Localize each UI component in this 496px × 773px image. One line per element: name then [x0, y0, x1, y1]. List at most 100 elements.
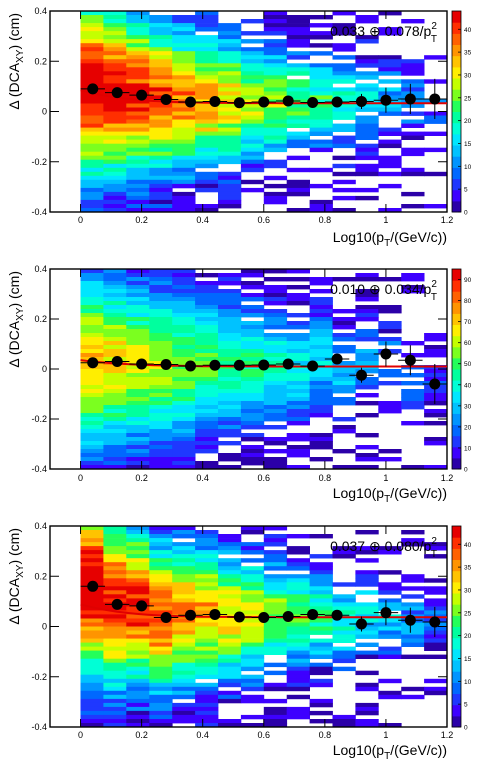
heatmap-cell — [126, 111, 150, 116]
heatmap-cell — [309, 413, 333, 418]
heatmap-cell — [103, 23, 127, 28]
heatmap-cell — [149, 377, 173, 382]
heatmap-cell — [80, 27, 104, 32]
heatmap-cell — [195, 429, 219, 434]
heatmap-cell — [195, 702, 219, 708]
heatmap-cell — [195, 606, 219, 611]
heatmap-cell — [218, 139, 242, 144]
heatmap-cell — [172, 405, 196, 410]
heatmap-cell — [332, 550, 356, 555]
data-point — [282, 358, 294, 370]
heatmap-cell — [149, 289, 173, 294]
heatmap-cell — [195, 445, 219, 450]
heatmap-cell — [309, 638, 333, 643]
y-tick-label: 0 — [42, 107, 47, 117]
heatmap-cell — [309, 373, 333, 378]
heatmap-cell — [286, 55, 310, 60]
heatmap-cell — [195, 534, 219, 539]
heatmap-cell — [240, 602, 265, 607]
heatmap-cell — [172, 183, 196, 189]
heatmap-cell — [195, 421, 219, 426]
heatmap-cell — [263, 269, 288, 274]
heatmap-cell — [286, 51, 310, 56]
heatmap-cell — [286, 99, 310, 104]
heatmap-cell — [309, 578, 333, 583]
heatmap-cell — [195, 582, 219, 587]
heatmap-cell — [355, 123, 379, 128]
heatmap-cell — [195, 345, 219, 350]
heatmap-cell — [309, 111, 333, 116]
heatmap-cell — [80, 626, 104, 631]
heatmap-cell — [355, 91, 379, 96]
heatmap-cell — [172, 87, 196, 92]
heatmap-cell — [172, 167, 196, 173]
heatmap-cell — [149, 598, 173, 603]
heatmap-cell — [286, 325, 310, 330]
heatmap-cell — [424, 393, 448, 398]
heatmap-cell — [378, 31, 402, 36]
heatmap-cell — [218, 381, 242, 386]
heatmap-cell — [103, 297, 127, 302]
heatmap-cell — [263, 389, 288, 394]
heatmap-cell — [149, 670, 173, 676]
heatmap-cell — [80, 71, 104, 76]
heatmap-cell — [263, 75, 288, 80]
colorbar-tick-label: 20 — [464, 633, 472, 640]
heatmap-cell — [172, 115, 196, 120]
heatmap-cell — [309, 409, 333, 414]
heatmap-cell — [355, 147, 379, 153]
colorbar-tick-label: 40 — [464, 382, 472, 389]
heatmap-cell — [103, 413, 127, 418]
heatmap-cell — [240, 453, 265, 458]
heatmap-cell — [240, 329, 265, 334]
heatmap-cell — [80, 602, 104, 607]
heatmap-cell — [378, 678, 402, 684]
heatmap-cell — [263, 115, 288, 120]
heatmap-cell — [355, 39, 379, 44]
heatmap-cell — [80, 702, 104, 708]
heatmap-cell — [149, 337, 173, 342]
heatmap-cell — [80, 51, 104, 56]
heatmap-cell — [309, 361, 333, 366]
heatmap-cell — [218, 143, 242, 149]
colorbar-tick-label: 30 — [464, 72, 472, 79]
heatmap-cell — [195, 151, 219, 157]
heatmap-cell — [424, 373, 448, 378]
heatmap-cells — [80, 526, 448, 728]
heatmap-cell — [149, 195, 173, 201]
heatmap-cell — [103, 429, 127, 434]
heatmap-cell — [309, 75, 333, 80]
heatmap-cell — [355, 654, 379, 659]
heatmap-cell — [286, 111, 310, 116]
heatmap-cell — [126, 349, 150, 354]
heatmap-cell — [240, 433, 265, 438]
heatmap-cell — [332, 179, 356, 185]
heatmap-cell — [424, 634, 448, 639]
heatmap-cell — [172, 650, 196, 655]
heatmap-cell — [195, 686, 219, 692]
heatmap-cell — [286, 191, 310, 197]
heatmap-cell — [401, 277, 425, 282]
heatmap-cell — [240, 83, 265, 88]
heatmap-cell — [332, 127, 356, 132]
heatmap-cell — [103, 147, 127, 153]
heatmap-cell — [355, 606, 379, 611]
heatmap-cell — [263, 31, 288, 36]
heatmap-cell — [332, 417, 356, 422]
heatmap-cell — [263, 586, 288, 591]
heatmap-cell — [309, 385, 333, 390]
heatmap-cell — [286, 23, 310, 28]
heatmap-cell — [240, 91, 265, 96]
heatmap-cell — [240, 413, 265, 418]
heatmap-cell — [218, 107, 242, 112]
heatmap-cell — [80, 630, 104, 635]
heatmap-cell — [172, 413, 196, 418]
heatmap-cell — [218, 618, 242, 623]
heatmap-cell — [286, 285, 310, 290]
heatmap-cell — [263, 538, 288, 543]
heatmap-cell — [126, 75, 150, 80]
x-axis-label: Log10(pT/(GeV/c)) — [333, 485, 447, 505]
heatmap-cell — [195, 127, 219, 132]
heatmap-cell — [80, 433, 104, 438]
data-point — [404, 354, 416, 366]
